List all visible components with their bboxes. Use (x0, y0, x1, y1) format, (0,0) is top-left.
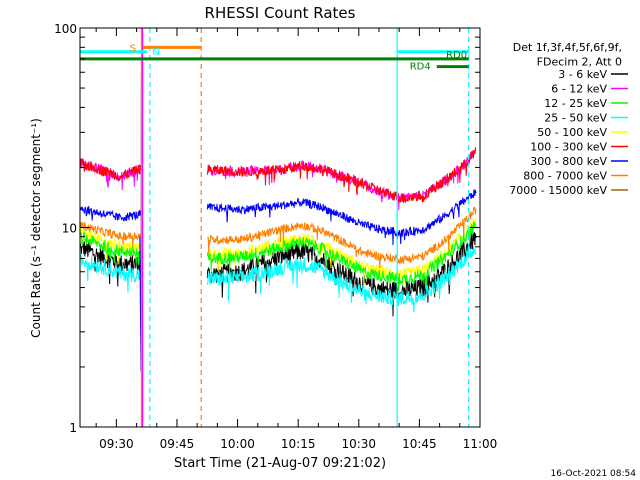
state-bar-label-2: RD0 (446, 50, 467, 61)
legend-entry-label-4: 50 - 100 keV (537, 126, 607, 139)
series-line-100-300keV-segment-1 (206, 148, 477, 204)
series-line-800-7000keV-segment-1 (207, 206, 477, 269)
x-tick-label-1: 09:45 (160, 437, 195, 451)
x-tick-label-5: 10:45 (402, 437, 437, 451)
legend-entry-label-5: 100 - 300 keV (530, 141, 607, 154)
y-axis-label: Count Rate (s⁻¹ detector segment⁻¹) (29, 118, 43, 338)
state-bar-label-3: RD4 (410, 62, 431, 73)
series-line-25-50keV-segment-1 (206, 245, 477, 313)
legend-header-line-0: Det 1f,3f,4f,5f,6f,9f, (513, 41, 622, 54)
series-line-100-300keV-segment-0 (79, 157, 142, 182)
series-line-300-800keV-segment-1 (206, 189, 477, 246)
series-line-25-50keV-segment-0 (79, 252, 142, 293)
series-line-800-7000keV-segment-0 (79, 222, 142, 249)
legend-entry-label-3: 25 - 50 keV (544, 112, 607, 125)
legend-entry-label-7: 800 - 7000 keV (523, 170, 607, 183)
x-axis-label: Start Time (21-Aug-07 09:21:02) (174, 456, 386, 471)
footer-timestamp: 16-Oct-2021 08:54 (551, 469, 637, 479)
state-bar-label-0: S (130, 43, 136, 54)
x-tick-label-6: 11:00 (463, 437, 498, 451)
y-tick-label-1: 10 (62, 222, 77, 236)
x-tick-label-4: 10:30 (341, 437, 376, 451)
x-tick-label-2: 10:00 (220, 437, 255, 451)
legend-entry-label-1: 6 - 12 keV (551, 83, 607, 96)
legend-header-line-1: FDecim 2, Att 0 (537, 56, 622, 69)
legend-entry-label-0: 3 - 6 keV (558, 68, 607, 81)
legend-entry-label-6: 300 - 800 keV (530, 155, 607, 168)
data-layer: S N RD0 RD4 (79, 28, 477, 427)
state-bar-label-1: N (152, 47, 159, 58)
series-line-300-800keV-segment-0 (79, 205, 142, 222)
x-tick-label-3: 10:15 (281, 437, 316, 451)
plot-frame (79, 27, 481, 428)
series-line-50-100keV-segment-0 (79, 226, 142, 265)
legend-layer: Det 1f,3f,4f,5f,6f,9f, FDecim 2, Att 03 -… (509, 41, 628, 197)
axis-layer: 09:30 09:45 10:00 10:15 10:30 10:45 11:00 1 10 10… (54, 22, 497, 451)
series-line-3-6keV-segment-1 (206, 231, 477, 317)
x-tick-label-0: 09:30 (99, 437, 134, 451)
chart-title: RHESSI Count Rates (205, 4, 356, 22)
legend-entry-label-8: 7000 - 15000 keV (509, 184, 607, 197)
series-line-3-6keV-segment-0 (79, 240, 142, 287)
legend-entry-label-2: 12 - 25 keV (544, 97, 607, 110)
series-line-12-25keV-segment-1 (206, 221, 477, 291)
series-line-12-25keV-segment-0 (79, 231, 142, 266)
y-tick-label-2: 100 (54, 22, 77, 36)
y-tick-label-0: 1 (69, 421, 77, 435)
